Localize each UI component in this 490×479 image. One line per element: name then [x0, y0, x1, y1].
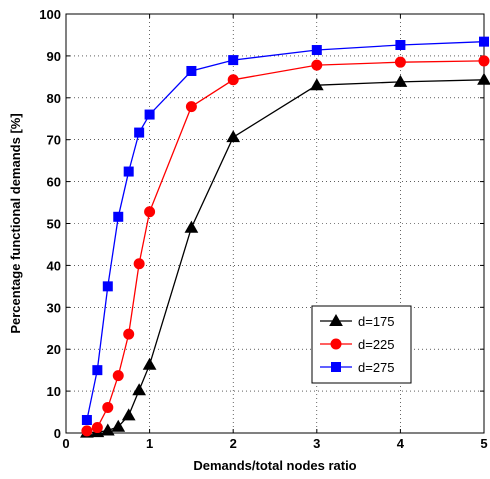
legend-label: d=275	[358, 360, 395, 375]
circle-marker	[478, 55, 490, 67]
triangle-marker	[393, 74, 408, 87]
x-tick-label: 4	[397, 436, 405, 451]
circle-marker	[123, 328, 135, 340]
triangle-marker	[121, 408, 136, 421]
square-marker	[331, 362, 341, 372]
triangle-marker	[329, 313, 343, 326]
series-d=175	[80, 72, 490, 438]
x-tick-label: 2	[230, 436, 237, 451]
square-marker	[92, 365, 103, 376]
legend-item: d=275	[320, 360, 395, 375]
legend: d=175 d=225 d=275	[311, 305, 412, 384]
grid	[66, 14, 484, 433]
circle-marker	[330, 338, 342, 350]
y-tick-label: 100	[39, 7, 61, 22]
y-tick-label: 20	[47, 342, 61, 357]
circle-marker	[112, 370, 124, 382]
circle-marker	[394, 56, 406, 68]
x-axis-label: Demands/total nodes ratio	[193, 458, 356, 473]
triangle-marker	[184, 220, 199, 233]
series-d=225	[81, 55, 490, 437]
legend-item: d=175	[320, 313, 395, 329]
square-marker	[113, 211, 124, 222]
series-line	[86, 79, 485, 434]
x-tick-label: 3	[313, 436, 320, 451]
square-marker	[228, 55, 239, 66]
triangle-marker	[226, 130, 241, 143]
y-tick-label: 10	[47, 384, 61, 399]
square-marker	[81, 415, 92, 426]
y-axis-label: Percentage functional demands [%]	[8, 113, 23, 333]
triangle-marker	[100, 423, 115, 436]
x-tick-label: 0	[62, 436, 69, 451]
square-marker	[479, 36, 489, 47]
legend-label: d=225	[358, 337, 395, 352]
y-tick-label: 70	[47, 133, 61, 148]
square-marker	[123, 166, 134, 177]
circle-marker	[133, 258, 145, 270]
triangle-marker	[111, 419, 126, 432]
circle-marker	[102, 401, 114, 413]
y-tick-label: 90	[47, 49, 61, 64]
y-tick-label: 0	[54, 426, 61, 441]
x-tick-label: 5	[480, 436, 487, 451]
x-tick-label: 1	[146, 436, 153, 451]
circle-marker	[81, 425, 93, 437]
triangle-marker	[477, 72, 490, 85]
y-tick-label: 60	[47, 175, 61, 190]
y-tick-label: 40	[47, 258, 61, 273]
square-marker	[144, 109, 155, 120]
series-d=275	[81, 36, 489, 426]
square-marker	[186, 65, 197, 76]
triangle-marker	[142, 357, 157, 370]
circle-marker	[185, 101, 197, 113]
legend-label: d=175	[358, 314, 395, 329]
series-line	[86, 41, 485, 421]
triangle-marker	[132, 383, 147, 396]
square-marker	[134, 127, 145, 138]
circle-marker	[311, 59, 323, 71]
circle-marker	[227, 74, 239, 86]
circle-marker	[91, 422, 103, 434]
triangle-marker	[309, 78, 324, 91]
square-marker	[395, 40, 406, 51]
square-marker	[102, 281, 113, 292]
y-tick-label: 80	[47, 91, 61, 106]
circle-marker	[144, 206, 156, 218]
y-tick-label: 50	[47, 217, 61, 232]
square-marker	[311, 45, 322, 56]
data-series	[80, 36, 490, 438]
y-tick-label: 30	[47, 300, 61, 315]
legend-item: d=225	[320, 337, 395, 352]
